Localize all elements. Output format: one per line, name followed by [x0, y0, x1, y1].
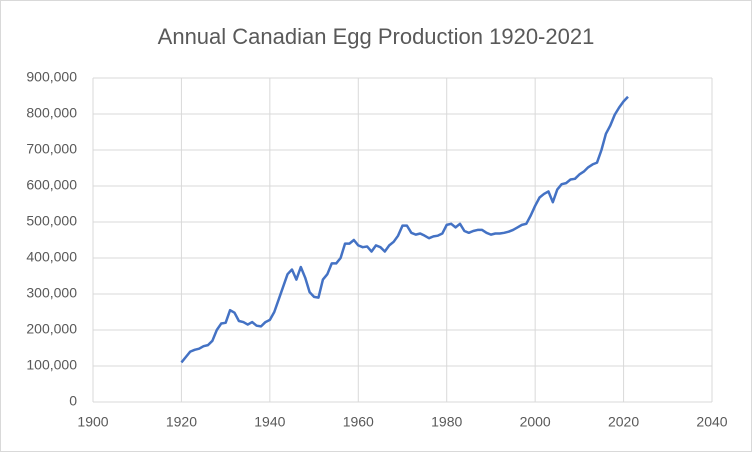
x-tick-label: 2020 — [608, 414, 639, 430]
y-tick-label: 400,000 — [26, 249, 77, 265]
y-tick-label: 500,000 — [26, 213, 77, 229]
x-tick-label: 1900 — [77, 414, 108, 430]
x-tick-label: 2000 — [520, 414, 551, 430]
data-line — [180, 95, 629, 364]
y-tick-label: 900,000 — [26, 69, 77, 85]
y-tick-label: 800,000 — [26, 105, 77, 121]
y-tick-label: 300,000 — [26, 285, 77, 301]
y-tick-label: 100,000 — [26, 357, 77, 373]
x-tick-label: 2040 — [696, 414, 727, 430]
y-tick-label: 0 — [69, 393, 77, 409]
x-tick-label: 1960 — [343, 414, 374, 430]
y-tick-label: 600,000 — [26, 177, 77, 193]
x-tick-label: 1920 — [166, 414, 197, 430]
x-tick-label: 1980 — [431, 414, 462, 430]
y-tick-label: 200,000 — [26, 321, 77, 337]
x-tick-label: 1940 — [254, 414, 285, 430]
chart-title: Annual Canadian Egg Production 1920-2021 — [158, 24, 595, 49]
y-tick-label: 700,000 — [26, 141, 77, 157]
